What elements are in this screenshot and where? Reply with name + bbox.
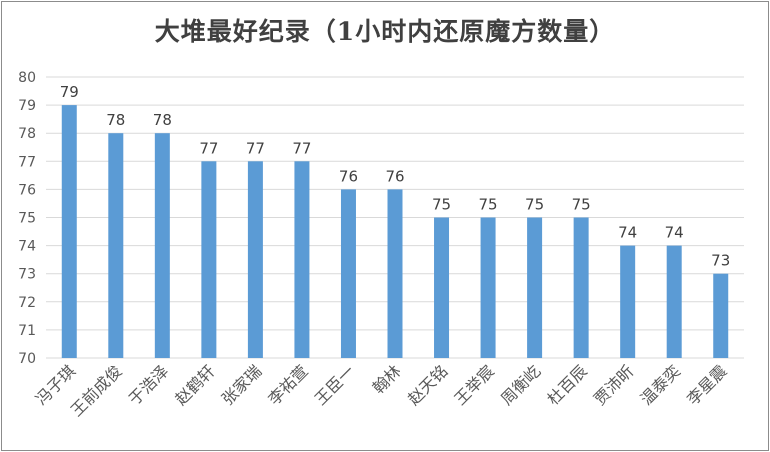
x-tick-label: 温泰奕 [637,361,684,408]
bar [573,217,589,358]
data-label: 76 [385,167,404,185]
y-tick-label: 74 [18,239,36,255]
y-tick-label: 77 [18,154,36,170]
x-tick-label: 李星震 [683,361,730,408]
data-label: 75 [525,196,544,214]
data-label: 73 [711,252,730,270]
data-label: 75 [479,196,498,214]
x-tick-label: 王举宸 [451,361,498,408]
x-tick-label: 张家瑞 [218,361,265,408]
bar [201,161,217,358]
x-tick-label: 于浩泽 [125,361,172,408]
data-label: 79 [60,83,79,101]
data-label: 78 [153,111,172,129]
bar [340,189,356,358]
data-label: 74 [618,224,637,242]
y-tick-label: 76 [18,182,36,198]
y-tick-label: 73 [18,267,36,283]
y-tick-label: 71 [18,323,36,339]
data-label: 75 [572,196,591,214]
y-tick-label: 78 [18,126,36,142]
data-label: 77 [199,139,218,157]
bar [154,133,170,358]
bar [247,161,263,358]
bar [713,273,729,358]
bar [666,245,682,358]
chart-title: 大堆最好纪录（1小时内还原魔方数量） [154,17,616,46]
data-label: 74 [665,224,684,242]
x-tick-label: 翰林 [369,361,405,397]
y-tick-label: 80 [18,70,36,86]
x-tick-label: 王臣一 [311,361,358,408]
data-label: 77 [292,139,311,157]
bar [387,189,403,358]
x-tick-label: 赵鹤轩 [171,361,218,408]
data-label: 78 [106,111,125,129]
data-label: 76 [339,167,358,185]
x-tick-label: 李祐萱 [264,361,311,408]
x-tick-label: 杜百辰 [544,361,591,408]
x-tick-label: 赵天铭 [404,361,451,408]
y-tick-label: 75 [18,211,36,227]
bar [108,133,124,358]
x-tick-label: 周衡屹 [497,361,544,408]
y-tick-label: 72 [18,295,36,311]
bar [61,105,77,358]
x-tick-label: 贾沛昕 [590,361,637,408]
data-label: 75 [432,196,451,214]
bar [480,217,496,358]
x-tick-label: 王前成俊 [67,361,126,420]
bar [434,217,450,358]
y-tick-label: 70 [18,351,36,367]
bar [294,161,310,358]
bar [527,217,543,358]
bar [620,245,636,358]
y-tick-label: 79 [18,98,36,114]
data-label: 77 [246,139,265,157]
